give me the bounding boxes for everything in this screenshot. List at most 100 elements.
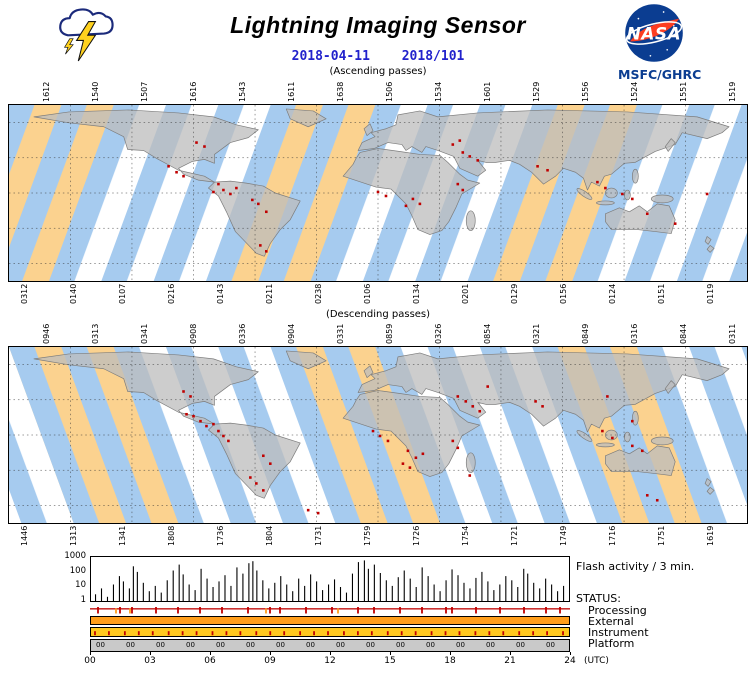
- processing-external-marks: [115, 608, 339, 614]
- pass-time-label: 0201: [461, 283, 470, 304]
- pass-time-label: 1519: [728, 81, 737, 102]
- page-title: Lightning Imaging Sensor: [230, 12, 526, 38]
- pass-time-label: 1736: [216, 525, 225, 546]
- pass-time-label: 0124: [608, 283, 617, 304]
- status-label-platform: Platform: [588, 637, 635, 650]
- pass-time-label: 1551: [679, 81, 688, 102]
- ascending-top-labels: 1612 1540 1507 1616 1543 1611 1638 1506 1534 1601…: [8, 80, 748, 104]
- small-lightning-bolt-icon: [63, 38, 74, 55]
- pass-time-label: 0156: [559, 283, 568, 304]
- descending-bottom-labels: 1446 1313 1341 1808 1736 1804 1731 1759 1726 1754…: [8, 524, 748, 548]
- pass-time-label: 1341: [118, 525, 127, 546]
- pass-time-label: 1601: [483, 81, 492, 102]
- pass-time-label: 0336: [238, 323, 247, 344]
- nasa-swoosh: [630, 18, 680, 42]
- flash-activity-plot: [90, 556, 570, 602]
- pass-time-label: 0107: [118, 283, 127, 304]
- pass-time-label: 1749: [559, 525, 568, 546]
- pass-time-label: 1619: [706, 525, 715, 546]
- status-row-instrument: [90, 627, 570, 637]
- pass-time-label: 0134: [412, 283, 421, 304]
- pass-time-label: 1507: [140, 81, 149, 102]
- platform-day-label: 00: [156, 641, 165, 649]
- lightning-bolt-icon: [75, 21, 97, 62]
- flash-activity-chart: 1000 100 10 1 00 00 00 00 00 00 00 00 00 00 00 00 00…: [0, 548, 756, 680]
- pass-time-label: 0904: [287, 323, 296, 344]
- pass-time-label: 1808: [167, 525, 176, 546]
- platform-day-label: 00: [426, 641, 435, 649]
- pass-time-label: 0238: [314, 283, 323, 304]
- pass-time-label: 0331: [336, 323, 345, 344]
- pass-time-label: 1726: [412, 525, 421, 546]
- status-row-external: [90, 616, 570, 625]
- platform-day-label: 00: [336, 641, 345, 649]
- pass-time-label: 0313: [91, 323, 100, 344]
- x-tick-label: 15: [384, 656, 396, 666]
- x-tick-label: 06: [204, 656, 216, 666]
- processing-status-line: [90, 608, 570, 610]
- pass-time-label: 1543: [238, 81, 247, 102]
- platform-day-label: 00: [456, 641, 465, 649]
- pass-time-label: 0849: [581, 323, 590, 344]
- pass-time-label: 0151: [657, 283, 666, 304]
- date-line: 2018-04-11 2018/101: [0, 49, 756, 64]
- pass-time-label: 1540: [91, 81, 100, 102]
- status-row-processing: [90, 604, 570, 614]
- pass-time-label: 0844: [679, 323, 688, 344]
- pass-time-label: 0312: [20, 283, 29, 304]
- platform-day-label: 00: [366, 641, 375, 649]
- pass-time-label: 1751: [657, 525, 666, 546]
- status-label-instrument: Instrument: [588, 626, 649, 639]
- processing-status-marks: [97, 607, 561, 614]
- pass-time-label: 0854: [483, 323, 492, 344]
- instrument-status-marks: [94, 631, 564, 636]
- x-tick-label: 00: [84, 656, 96, 666]
- pass-time-label: 0341: [140, 323, 149, 344]
- pass-time-label: 1611: [287, 81, 296, 102]
- header: Lightning Imaging Sensor 2018-04-11 2018…: [0, 0, 756, 82]
- pass-time-label: 1534: [434, 81, 443, 102]
- x-axis-labels: 00 03 06 09 12 15 18 21 24: [84, 656, 576, 668]
- pass-time-label: 0316: [630, 323, 639, 344]
- x-tick-label: 24: [564, 656, 576, 666]
- nasa-logo-text: NASA: [627, 24, 682, 44]
- pass-time-label: 1313: [69, 525, 78, 546]
- status-label-processing: Processing: [588, 604, 647, 617]
- cloud-shape: [59, 8, 114, 37]
- pass-time-label: 0216: [167, 283, 176, 304]
- platform-day-label: 00: [186, 641, 195, 649]
- platform-day-label: 00: [486, 641, 495, 649]
- nasa-block: NASA MSFC/GHRC: [618, 3, 702, 82]
- nasa-orbit-ellipse: [625, 21, 683, 45]
- pass-time-label: 0859: [385, 323, 394, 344]
- y-tick-label: 1000: [64, 551, 86, 561]
- pass-time-label: 1612: [42, 81, 51, 102]
- pass-time-label: 1556: [581, 81, 590, 102]
- x-tick-label: 21: [504, 656, 516, 666]
- pass-time-label: 1721: [510, 525, 519, 546]
- pass-time-label: 0143: [216, 283, 225, 304]
- instrument-status-band: [91, 628, 569, 636]
- pass-time-label: 1754: [461, 525, 470, 546]
- x-tick-label: 12: [324, 656, 336, 666]
- pass-time-label: 1638: [336, 81, 345, 102]
- pass-time-label: 1446: [20, 525, 29, 546]
- date-value: 2018-04-11: [291, 49, 370, 64]
- platform-day-label: 00: [126, 641, 135, 649]
- platform-day-label: 00: [306, 641, 315, 649]
- ascending-pass-map: [8, 104, 748, 282]
- graticule: [9, 347, 747, 523]
- agency-label: MSFC/GHRC: [618, 67, 702, 82]
- y-tick-label: 1: [80, 595, 86, 605]
- ascending-map-section: 1612 1540 1507 1616 1543 1611 1638 1506 1534 1601…: [8, 80, 748, 306]
- pass-time-label: 0106: [363, 283, 372, 304]
- pass-time-label: 1716: [608, 525, 617, 546]
- x-tick-label: 09: [264, 656, 276, 666]
- ascending-caption: (Ascending passes): [329, 66, 427, 77]
- flash-activity-label: Flash activity / 3 min.: [576, 560, 695, 573]
- pass-time-label: 0946: [42, 323, 51, 344]
- pass-time-label: 0211: [265, 283, 274, 304]
- x-axis-ticks: [90, 652, 571, 655]
- pass-time-label: 1804: [265, 525, 274, 546]
